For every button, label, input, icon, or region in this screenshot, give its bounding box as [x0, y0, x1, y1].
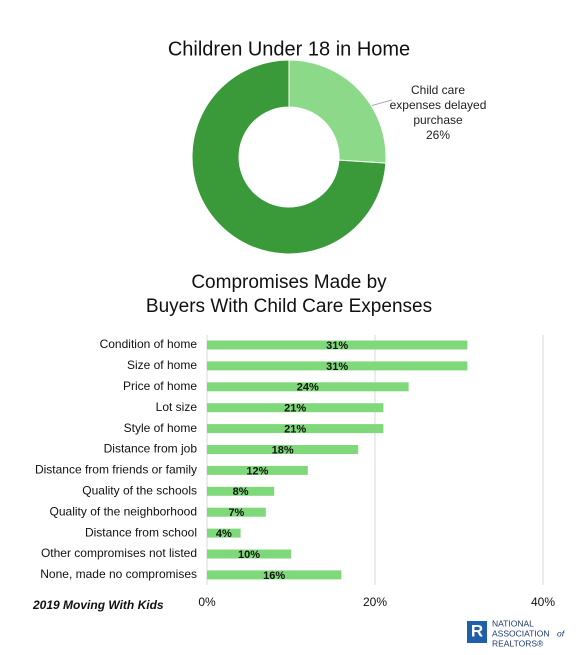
bar — [207, 528, 241, 538]
logo-text: ASSOCIATION — [492, 628, 549, 638]
logo-text: of — [557, 628, 566, 638]
y-tick-label: Price of home — [123, 379, 197, 393]
y-tick-label: Style of home — [124, 421, 198, 435]
donut-title: Children Under 18 in Home — [168, 38, 410, 60]
data-label: 31% — [326, 340, 348, 352]
bar — [207, 507, 266, 517]
x-tick-label: 40% — [531, 595, 555, 609]
bar — [207, 486, 275, 496]
data-label: 21% — [284, 403, 306, 415]
data-label: 31% — [326, 361, 348, 373]
bar — [207, 340, 468, 350]
bar — [207, 403, 384, 413]
bar — [207, 465, 308, 475]
logo-box — [467, 621, 487, 643]
y-tick-label: Condition of home — [100, 337, 198, 351]
bar — [207, 424, 384, 434]
bar — [207, 549, 291, 559]
data-label: 18% — [272, 444, 294, 456]
y-tick-label: Distance from friends or family — [35, 463, 197, 477]
donut-slice — [191, 59, 387, 255]
slice-label: Child care expenses delayed purchase 26% — [388, 83, 488, 143]
bar — [207, 361, 468, 371]
y-tick-label: Size of home — [127, 358, 197, 372]
data-label: 10% — [238, 549, 260, 561]
data-label: 16% — [263, 570, 285, 582]
y-tick-label: Distance from job — [104, 442, 198, 456]
bar — [207, 382, 409, 392]
logo-text: REALTORS® — [492, 638, 544, 648]
logo-r: R — [471, 621, 483, 640]
y-tick-label: Lot size — [156, 400, 198, 414]
slice-category: Child care expenses delayed purchase — [389, 83, 487, 127]
data-label: 12% — [246, 465, 268, 477]
donut-slice — [288, 59, 387, 164]
bar-title: Compromises Made by — [191, 272, 387, 293]
data-label: 7% — [228, 507, 244, 519]
bar — [207, 570, 342, 580]
slice-value: 26% — [425, 128, 451, 142]
y-tick-label: Other compromises not listed — [41, 546, 197, 560]
y-tick-label: Quality of the neighborhood — [50, 504, 197, 518]
data-label: 24% — [297, 382, 319, 394]
y-tick-label: None, made no compromises — [40, 567, 197, 581]
x-tick-label: 0% — [198, 595, 216, 609]
logo-text: NATIONAL — [492, 618, 534, 628]
y-tick-label: Quality of the schools — [82, 483, 197, 497]
data-label: 21% — [284, 424, 306, 436]
x-tick-label: 20% — [363, 595, 387, 609]
bar-title: Buyers With Child Care Expenses — [146, 296, 432, 317]
data-label: 8% — [233, 486, 249, 498]
data-label: 4% — [216, 528, 232, 540]
y-tick-label: Distance from school — [85, 525, 197, 539]
bar — [207, 445, 359, 454]
footer: 2019 Moving With Kids — [32, 598, 164, 612]
